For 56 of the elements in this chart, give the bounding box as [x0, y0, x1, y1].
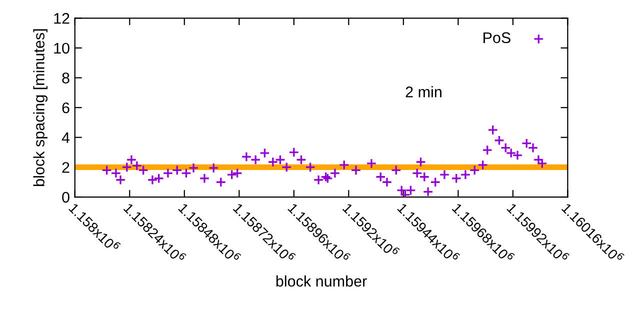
point: [460, 169, 471, 180]
legend-label: PoS: [484, 32, 510, 44]
y-axis-title: block spacing [minutes]: [33, 29, 48, 186]
point: [494, 135, 504, 146]
point: [110, 168, 122, 178]
point: [199, 173, 210, 184]
y-tick-label: 4: [62, 132, 70, 143]
annotation: 2 min: [406, 86, 442, 98]
point: [488, 124, 498, 136]
point: [305, 162, 316, 172]
y-tick-label: 8: [62, 72, 70, 84]
point: [469, 164, 480, 176]
point: [528, 142, 538, 154]
point: [172, 164, 182, 176]
point: [533, 154, 544, 165]
point: [416, 156, 426, 168]
y-tick-label: 2: [62, 162, 70, 173]
point: [390, 164, 402, 176]
point: [439, 169, 450, 180]
point: [138, 164, 149, 176]
point: [375, 172, 386, 182]
point: [506, 148, 516, 158]
point: [162, 168, 174, 178]
point: [536, 158, 548, 169]
point: [115, 174, 126, 186]
point: [296, 154, 306, 165]
point: [102, 164, 112, 176]
point: [366, 158, 377, 169]
x-tick-label: 1.158x10$^{6}$: [68, 200, 122, 254]
point: [350, 164, 362, 176]
point: [132, 160, 142, 171]
point: [412, 168, 422, 178]
point: [482, 144, 493, 156]
x-axis-title: block number: [276, 275, 367, 287]
point: [430, 176, 441, 188]
point: [512, 150, 523, 161]
y-tick-label: 12: [54, 13, 70, 24]
point: [216, 176, 226, 188]
point: [419, 172, 430, 182]
y-tick-label: 10: [54, 42, 70, 54]
point: [382, 176, 392, 188]
point: [241, 152, 252, 162]
point: [500, 142, 511, 154]
point: [338, 160, 350, 170]
y-tick-label: 6: [62, 102, 70, 114]
point: [208, 162, 219, 174]
point: [478, 160, 488, 170]
point: [288, 147, 300, 158]
y-tick-label: 0: [62, 192, 70, 203]
point: [521, 138, 532, 149]
point: [259, 148, 270, 158]
point: [422, 186, 434, 198]
point: [451, 173, 462, 184]
point: [281, 162, 292, 172]
point: [250, 154, 261, 165]
point: [396, 185, 407, 196]
